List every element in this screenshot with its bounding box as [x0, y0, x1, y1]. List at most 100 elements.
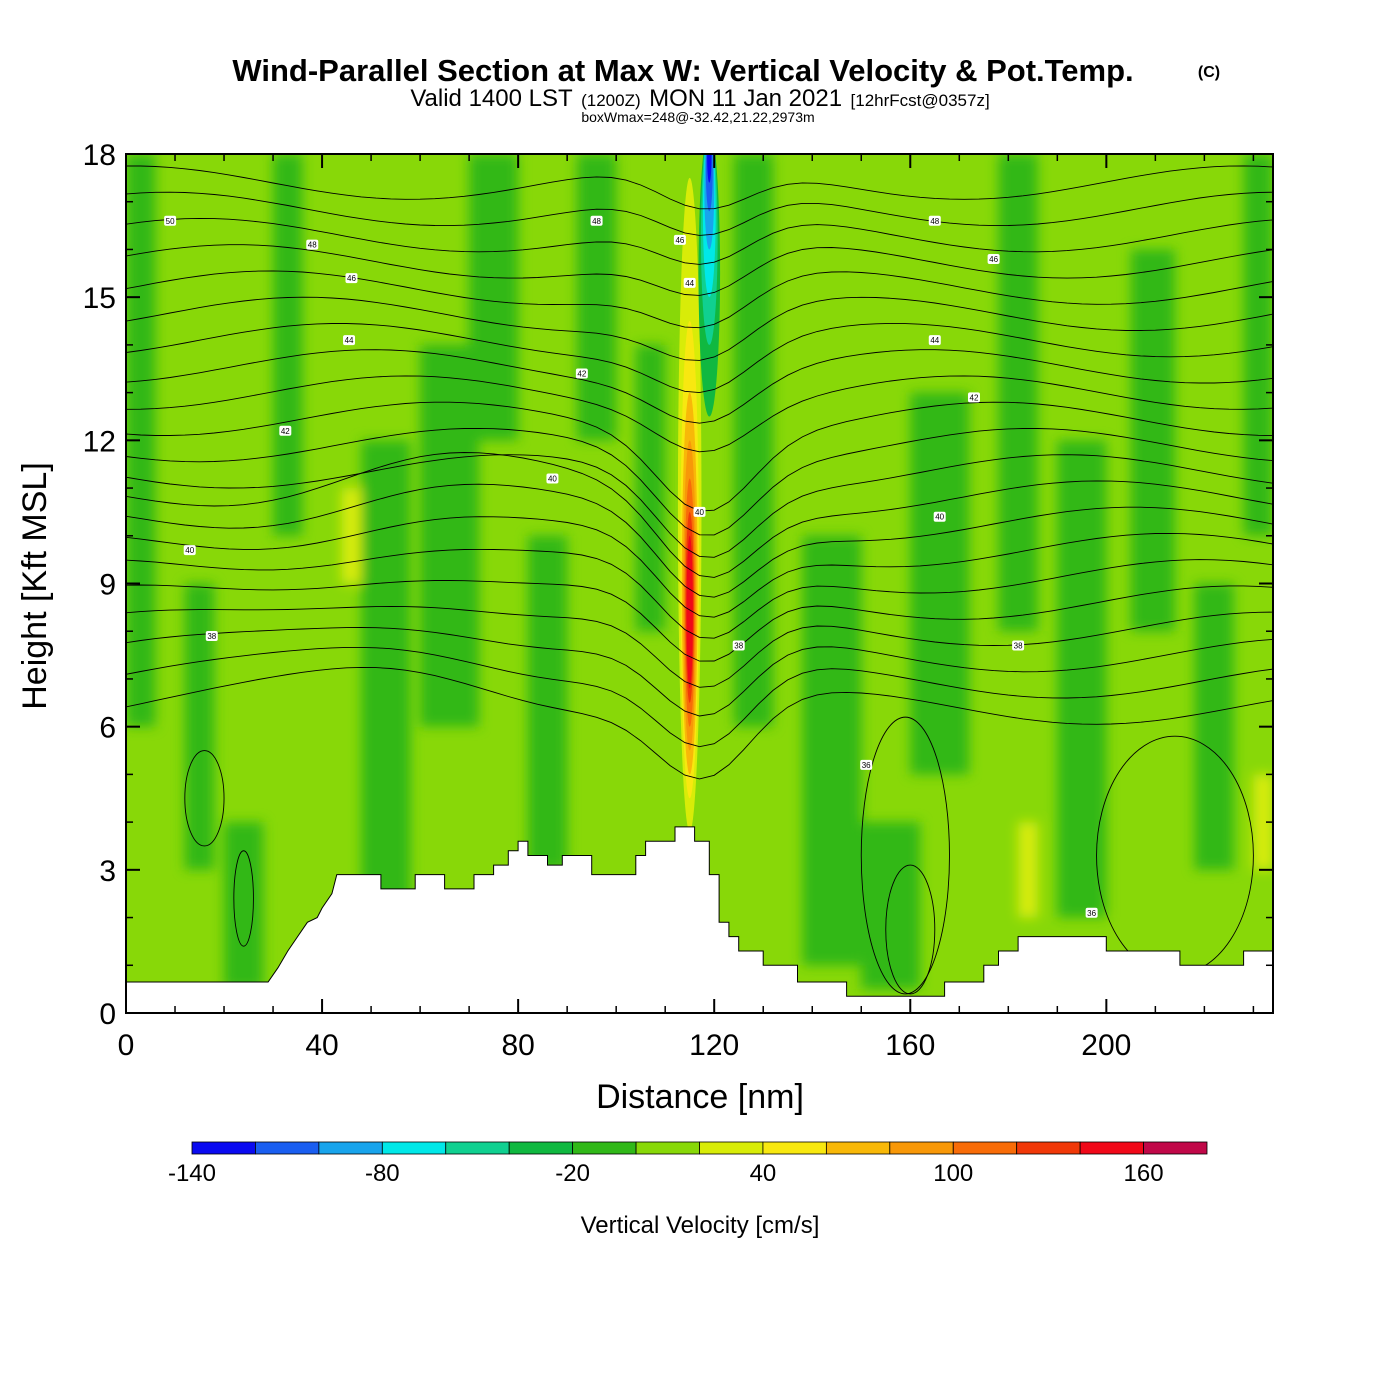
theta-contour-label-text: 38 — [1014, 642, 1023, 651]
theta-contour-label: 44 — [683, 277, 696, 288]
theta-contour-line — [126, 427, 1273, 536]
x-axis-label: Distance [nm] — [596, 1078, 804, 1116]
theta-contour-line — [126, 646, 1273, 748]
x-tick-label: 160 — [885, 1029, 935, 1062]
theta-contour-label-text: 38 — [734, 642, 743, 651]
subtitle-forecast: [12hrFcst@0357z] — [851, 91, 990, 110]
colorbar-tick-label: 100 — [933, 1160, 973, 1187]
w-band — [527, 535, 568, 870]
updraft-shell — [686, 535, 693, 689]
colorbar-tick-label: -80 — [365, 1160, 400, 1187]
colorbar-swatch — [825, 1141, 891, 1155]
theta-contour-label: 36 — [1085, 907, 1098, 918]
subtitle-date: MON 11 Jan 2021 — [649, 85, 842, 112]
colorbar-swatch — [1079, 1141, 1144, 1155]
theta-contour-loop — [233, 850, 254, 947]
theta-contour-label: 40 — [183, 545, 196, 556]
w-band — [469, 154, 519, 441]
theta-contour-line — [126, 375, 1273, 453]
colorbar-swatch — [699, 1141, 764, 1155]
theta-contour-line — [126, 165, 1273, 210]
w-band — [1130, 249, 1175, 632]
theta-contour-label-text: 44 — [345, 336, 354, 345]
w-patch — [1018, 822, 1038, 918]
w-band — [184, 583, 215, 870]
theta-contour-label: 40 — [546, 473, 559, 484]
y-tick-label: 0 — [99, 998, 116, 1031]
y-tick-label: 3 — [99, 855, 116, 888]
w-patch — [1253, 774, 1273, 870]
theta-contour-label-text: 40 — [695, 508, 704, 517]
colorbar-swatch — [445, 1141, 510, 1155]
colorbar-swatch — [1016, 1141, 1081, 1155]
theta-contour-loop — [860, 716, 950, 995]
theta-contour-label: 38 — [732, 640, 745, 651]
colorbar-swatch — [952, 1141, 1018, 1155]
theta-contour-line — [126, 605, 1273, 688]
w-band — [861, 822, 921, 990]
w-band — [802, 535, 862, 966]
theta-contours — [126, 165, 1273, 995]
chart-title: Wind-Parallel Section at Max W: Vertical… — [232, 53, 1133, 88]
subtitle-valid: Valid 1400 LST — [410, 85, 573, 112]
theta-contour-line — [126, 191, 1273, 236]
theta-contour-label-text: 40 — [548, 475, 557, 484]
w-band — [733, 154, 774, 727]
x-axis: 0 40 80 120 160 200 — [118, 154, 1255, 1062]
theta-contour-label: 42 — [575, 368, 588, 379]
y-axis-label: Height [Kft MSL] — [16, 462, 54, 710]
x-tick-label: 120 — [689, 1029, 739, 1062]
theta-contour-line — [126, 322, 1273, 394]
colorbar-swatch — [1143, 1141, 1208, 1155]
theta-contour-line — [126, 627, 1273, 717]
colorbar-swatch — [381, 1141, 447, 1155]
theta-contour-label-text: 44 — [930, 336, 939, 345]
theta-contour-label-text: 50 — [166, 217, 175, 226]
colorbar-swatch — [255, 1141, 320, 1155]
colorbar-swatch — [572, 1141, 637, 1155]
theta-contour-label: 48 — [590, 215, 603, 226]
y-tick-label: 6 — [99, 712, 116, 745]
theta-contour-label-text: 48 — [308, 241, 317, 250]
chart-title-mark: (C) — [1198, 64, 1220, 81]
theta-contour-label: 44 — [343, 335, 356, 346]
subtitle-utc: (1200Z) — [581, 91, 641, 110]
theta-contour-label: 46 — [345, 273, 358, 284]
y-tick-label: 18 — [83, 139, 116, 172]
theta-contour-line — [126, 296, 1273, 361]
theta-contour-label: 36 — [860, 759, 873, 770]
colorbar-swatch — [318, 1141, 383, 1155]
theta-contour-line — [126, 666, 1273, 780]
box-info: boxWmax=248@-32.42,21.22,2973m — [581, 109, 814, 125]
svg-text:Valid 1400 LST (1200Z): Valid 1400 LST (1200Z) MON 11 Jan 2021 [… — [410, 85, 989, 112]
terrain — [126, 826, 1273, 1013]
theta-contour-label: 38 — [1012, 640, 1025, 651]
theta-contour-label-text: 42 — [970, 393, 979, 402]
x-tick-label: 200 — [1081, 1029, 1131, 1062]
theta-contour-loop — [885, 864, 936, 995]
theta-contour-line — [126, 483, 1273, 598]
colorbar-tick-label: 40 — [750, 1160, 777, 1187]
colorbar-swatch — [191, 1141, 256, 1155]
w-band — [635, 344, 666, 632]
theta-contour-label: 48 — [928, 215, 941, 226]
theta-contour-label: 40 — [933, 511, 946, 522]
theta-contour-label-text: 38 — [207, 632, 216, 641]
theta-contour-label-text: 44 — [685, 279, 694, 288]
theta-contour-line — [126, 217, 1273, 265]
downdraft-shell — [707, 154, 712, 183]
y-tick-label: 9 — [99, 569, 116, 602]
colorbar-tick-label: 160 — [1124, 1160, 1164, 1187]
colorbar: -140 -80 -20 40 100 160 — [168, 1141, 1208, 1187]
w-band — [224, 822, 264, 990]
theta-contour-line — [126, 349, 1273, 424]
theta-contour-label-text: 48 — [930, 217, 939, 226]
colorbar-tick-label: -140 — [168, 1160, 216, 1187]
theta-contour-label-text: 46 — [675, 236, 684, 245]
plot-area: 50 48 46 44 42 40 38 48 46 44 42 40 40 38 48 46 44 42 40 38… — [126, 154, 1273, 1013]
theta-contour-label: 38 — [205, 630, 218, 641]
theta-contour-line — [126, 452, 1273, 578]
w-band — [576, 154, 617, 441]
colorbar-tick-label: -20 — [555, 1160, 590, 1187]
